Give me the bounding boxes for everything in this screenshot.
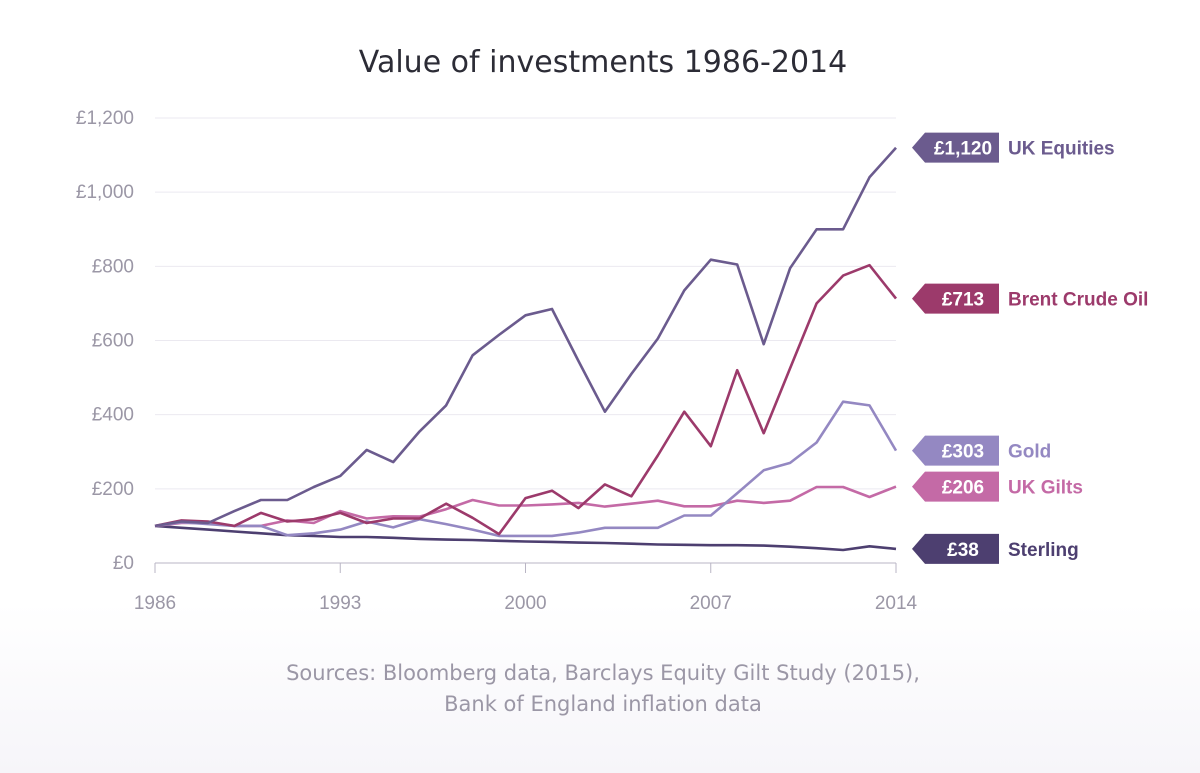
series-lines bbox=[154, 146, 898, 552]
series-name: Sterling bbox=[1008, 540, 1079, 561]
series-line-brent-crude-oil bbox=[154, 263, 898, 536]
end-label-brent-crude-oil: £713 Brent Crude Oil bbox=[912, 283, 1148, 314]
series-name: Gold bbox=[1008, 442, 1051, 463]
series-line-gold bbox=[154, 400, 898, 538]
y-tick-label: £400 bbox=[92, 405, 134, 426]
x-tick-label: 2007 bbox=[690, 593, 732, 614]
end-label-sterling: £38 Sterling bbox=[912, 533, 1079, 564]
end-label-gold: £303 Gold bbox=[912, 435, 1051, 466]
series-line-sterling bbox=[154, 524, 897, 552]
y-tick-label: £200 bbox=[92, 479, 134, 500]
end-label-tag bbox=[912, 435, 999, 466]
series-line-uk-equities bbox=[154, 146, 897, 528]
y-tick-label: £0 bbox=[113, 553, 134, 574]
source-line-2: Bank of England inflation data bbox=[444, 692, 762, 716]
y-tick-label: £1,000 bbox=[76, 182, 134, 203]
end-label-uk-equities: £1,120 UK Equities bbox=[912, 132, 1115, 163]
x-tick-label: 2000 bbox=[504, 593, 546, 614]
series-line-uk-gilts bbox=[154, 485, 897, 528]
y-tick-label: £800 bbox=[92, 256, 134, 277]
end-label-uk-gilts: £206 UK Gilts bbox=[912, 471, 1083, 502]
y-tick-label: £600 bbox=[92, 331, 134, 352]
end-value: £206 bbox=[942, 478, 984, 499]
x-tick-label: 1993 bbox=[319, 593, 361, 614]
x-tick-label: 2014 bbox=[875, 593, 918, 614]
end-label-tag bbox=[912, 533, 999, 564]
x-tick-label: 1986 bbox=[134, 593, 176, 614]
series-name: UK Equities bbox=[1008, 139, 1115, 160]
end-label-tag bbox=[912, 471, 999, 502]
y-tick-label: £1,200 bbox=[76, 108, 134, 129]
end-value: £1,120 bbox=[934, 139, 992, 160]
end-value: £713 bbox=[942, 290, 984, 311]
end-labels: £1,120 UK Equities £713 Brent Crude Oil £303… bbox=[912, 132, 1148, 564]
x-axis-ticks: 1986 1993 2000 2007 2014 bbox=[134, 563, 918, 614]
end-label-tag bbox=[912, 132, 999, 163]
chart-title: Value of investments 1986-2014 bbox=[359, 45, 847, 80]
end-value: £38 bbox=[947, 540, 979, 561]
end-label-tag bbox=[912, 283, 999, 314]
grid-lines bbox=[155, 117, 896, 564]
series-name: UK Gilts bbox=[1008, 478, 1083, 499]
source-line-1: Sources: Bloomberg data, Barclays Equity… bbox=[286, 661, 920, 685]
y-axis-ticks: £0 £200 £400 £600 £800 £1,000 £1,200 bbox=[76, 108, 134, 574]
series-name: Brent Crude Oil bbox=[1008, 290, 1148, 311]
end-value: £303 bbox=[942, 442, 984, 463]
